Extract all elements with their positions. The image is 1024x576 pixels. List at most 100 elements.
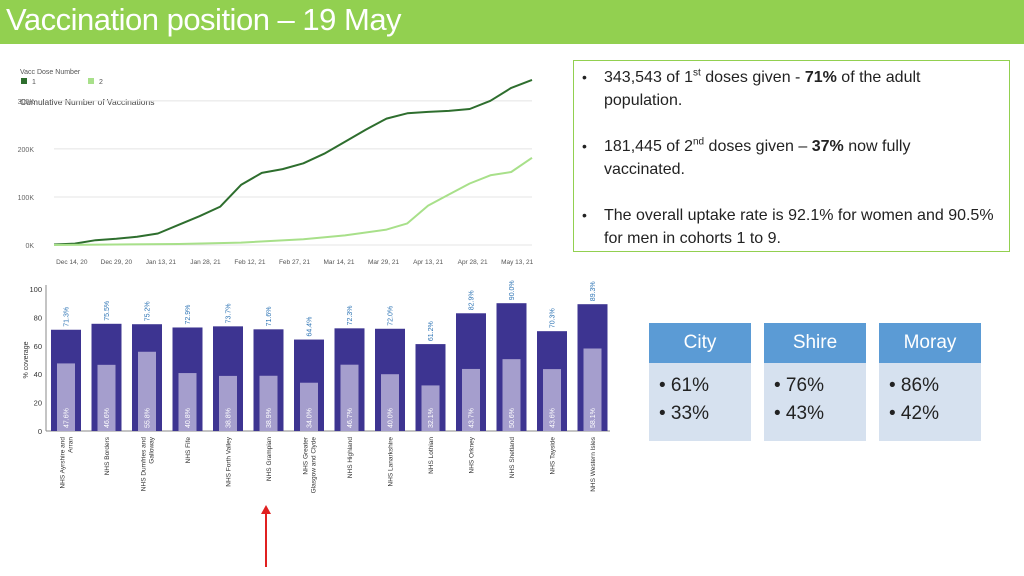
card-title: Moray [879, 323, 981, 363]
data-label-second: 38.8% [226, 408, 233, 428]
card-shire: Shire • 76% • 43% [764, 323, 866, 441]
category-label: NHS Highland [347, 437, 354, 479]
bullet-icon: • [582, 207, 587, 223]
legend-title: Vacc Dose Number [20, 69, 81, 76]
category-label: Galloway [149, 436, 156, 463]
bullet-icon: • [582, 69, 587, 85]
data-label-total: 72.3% [347, 305, 354, 325]
y-tick-label: 0 [38, 427, 42, 436]
legend-label: 2 [99, 79, 103, 86]
bar-second-dose [340, 364, 359, 431]
bar-second-dose [259, 375, 278, 431]
data-label-total: 64.4% [307, 317, 314, 337]
legend-swatch [88, 78, 94, 84]
y-tick-label: 200K [18, 147, 35, 154]
data-label-total: 89.3% [590, 281, 597, 301]
category-label: NHS Borders [104, 436, 111, 475]
summary-item-uptake: • The overall uptake rate is 92.1% for w… [582, 204, 994, 250]
bar-second-dose [543, 369, 561, 431]
card-value-second: • 43% [774, 403, 824, 424]
summary-box: • 343,543 of 1st doses given - 71% of th… [573, 60, 1010, 252]
bar-chart: 0 20 40 60 80 100 % coverage 71.3% 47.6% NHS Ayrs… [23, 280, 610, 494]
category-label: NHS Orkney [469, 436, 476, 473]
data-label-total: 61.2% [428, 321, 435, 341]
card-title: Shire [764, 323, 866, 363]
data-label-second: 55.8% [145, 408, 152, 428]
bar-second-dose [300, 382, 318, 431]
title-bar: Vaccination position – 19 May [0, 0, 1024, 44]
bar-second-dose [502, 359, 521, 431]
card-value-first: • 61% [659, 375, 709, 396]
data-label-total: 71.6% [266, 306, 273, 326]
card-title: City [649, 323, 751, 363]
category-label: NHS Western Isles [590, 436, 597, 492]
red-arrow-icon [261, 505, 271, 567]
x-tick-label: Apr 28, 21 [458, 259, 488, 266]
data-label-total: 90.0% [509, 280, 516, 300]
series-line-1 [53, 78, 533, 246]
data-label-total: 73.7% [226, 303, 233, 323]
page-title: Vaccination position – 19 May [6, 2, 402, 37]
data-label-total: 82.9% [469, 290, 476, 310]
data-label-second: 47.6% [64, 408, 71, 428]
data-label-total: 72.9% [185, 305, 192, 325]
x-tick-label: Mar 14, 21 [323, 259, 354, 266]
x-tick-label: Dec 29, 20 [101, 259, 133, 266]
bar-second-dose [138, 351, 156, 431]
category-label: NHS Greater [303, 436, 310, 474]
series-line-2 [53, 156, 533, 246]
y-tick-label: 20 [34, 399, 42, 408]
data-label-total: 75.2% [145, 301, 152, 321]
data-label-second: 58.1% [590, 408, 597, 428]
card-value-second: • 33% [659, 403, 709, 424]
category-label: Glasgow and Clyde [311, 437, 318, 494]
y-tick-label: 40 [34, 370, 42, 379]
category-label: NHS Dumfries and [141, 437, 148, 492]
category-label: NHS Lanarkshire [388, 437, 395, 487]
category-label: NHS Tayside [550, 437, 557, 475]
data-label-second: 34.0% [307, 408, 314, 428]
bar-second-dose [178, 373, 197, 431]
data-label-second: 40.8% [185, 408, 192, 428]
category-label: NHS Fife [185, 437, 192, 464]
bar-second-dose [97, 364, 116, 431]
y-tick-label: 100 [29, 285, 42, 294]
data-label-second: 32.1% [428, 408, 435, 428]
data-label-total: 72.0% [388, 306, 395, 326]
bar-second-dose [57, 363, 75, 431]
x-tick-label: Feb 27, 21 [279, 259, 310, 266]
category-label: NHS Grampian [266, 437, 273, 481]
category-label: NHS Lothian [428, 437, 435, 474]
x-tick-label: Jan 13, 21 [146, 259, 177, 266]
card-value-first: • 76% [774, 375, 824, 396]
category-label: NHS Shetland [509, 437, 516, 479]
bar-second-dose [219, 375, 237, 431]
data-label-total: 71.3% [64, 307, 71, 327]
y-tick-label: 60 [34, 342, 42, 351]
bar-second-dose [381, 374, 399, 431]
data-label-second: 43.6% [550, 408, 557, 428]
category-label: NHS Ayrshire and [60, 437, 67, 489]
x-tick-label: Apr 13, 21 [413, 259, 443, 266]
x-tick-label: Dec 14, 20 [56, 259, 88, 266]
data-label-second: 43.7% [469, 408, 476, 428]
legend-swatch [21, 78, 27, 84]
line-chart: Vacc Dose Number 1 2 Cumulative Number of V… [18, 69, 534, 266]
bar-second-dose [421, 385, 440, 431]
chart-title: Cumulative Number of Vaccinations [20, 97, 155, 107]
y-axis-label: % coverage [23, 341, 30, 378]
data-label-second: 46.7% [347, 408, 354, 428]
x-tick-label: Jan 28, 21 [190, 259, 221, 266]
legend-label: 1 [32, 79, 36, 86]
data-label-second: 46.6% [104, 408, 111, 428]
data-label-total: 75.5% [104, 301, 111, 321]
card-moray: Moray • 86% • 42% [879, 323, 981, 441]
data-label-second: 40.0% [388, 408, 395, 428]
y-tick-label: 0K [25, 243, 34, 250]
bar-second-dose [462, 368, 480, 431]
card-city: City • 61% • 33% [649, 323, 751, 441]
category-label: NHS Forth Valley [226, 436, 233, 486]
bar-second-dose [583, 348, 602, 431]
card-value-second: • 42% [889, 403, 939, 424]
bullet-icon: • [582, 138, 587, 154]
